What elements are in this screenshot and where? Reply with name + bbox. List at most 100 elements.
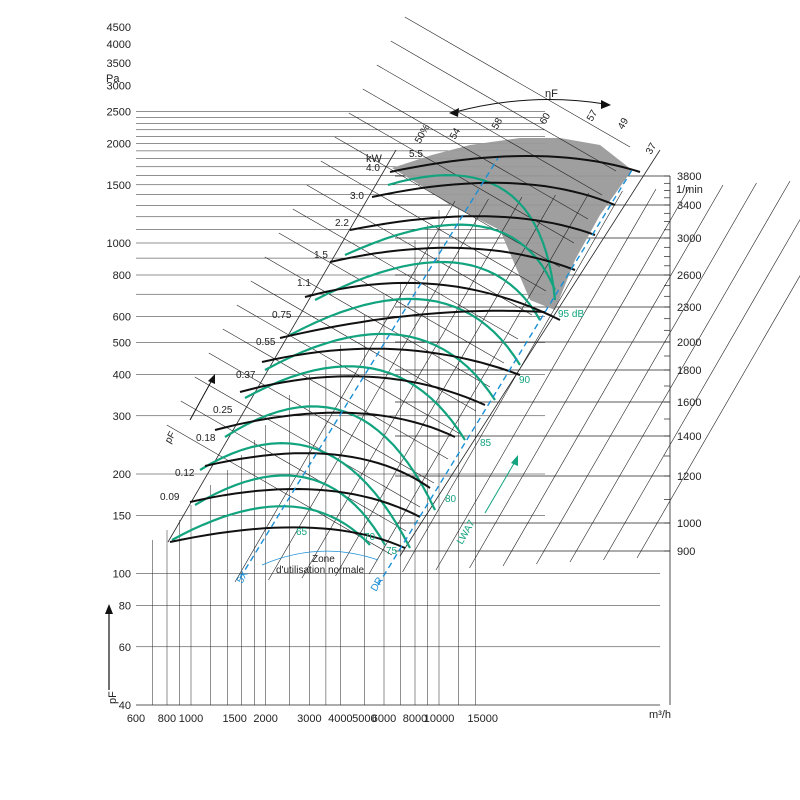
- y-tick-label: 2500: [107, 106, 131, 118]
- power-curve: [194, 474, 386, 546]
- power-unit-label: kW: [366, 153, 383, 165]
- power-curve: [224, 405, 436, 511]
- pressure-curve-3800: [389, 154, 641, 173]
- diagonal-gridline: [222, 328, 449, 460]
- sound-tick-label: 75: [386, 546, 398, 557]
- pressure-curve-2300: [304, 281, 561, 321]
- y-tick-label: 4500: [107, 22, 131, 34]
- diagonal-gridline: [208, 352, 435, 484]
- sound-tick-label: 90: [519, 375, 531, 386]
- speed-tick-label: 3800: [677, 171, 701, 183]
- sound-tick-label: 70: [364, 532, 376, 543]
- x-tick-label: 15000: [467, 713, 498, 725]
- y-tick-label: 800: [113, 270, 131, 282]
- sound-tick-label: 85: [480, 438, 492, 449]
- speed-unit-label: 1/min: [676, 184, 703, 196]
- zone-bracket: [261, 550, 379, 566]
- pressure-curve-900: [169, 526, 406, 549]
- diagonal-gridline: [536, 182, 757, 565]
- efficiency-tick-label: 58: [490, 116, 505, 132]
- efficiency-tick-label: 60: [538, 111, 553, 127]
- y-tick-label: 1000: [107, 238, 131, 250]
- left-boundary-line: [167, 149, 397, 543]
- y-tick-label: 400: [113, 370, 131, 382]
- efficiency-tick-label: 50%: [413, 123, 433, 146]
- diagonal-gridline: [292, 208, 519, 340]
- x-tick-label: 800: [158, 713, 176, 725]
- y-axis-symbol: pF: [107, 691, 119, 704]
- speed-tick-label: 2600: [677, 270, 701, 282]
- pressure-curve-3000: [349, 215, 596, 236]
- pressure-curve-1600: [239, 375, 486, 406]
- y-tick-label: 80: [119, 601, 131, 613]
- diagonal-gridline: [362, 88, 589, 220]
- power-curve: [171, 505, 371, 546]
- x-tick-label: 6000: [372, 713, 396, 725]
- power-tick-label: 2.2: [335, 218, 349, 229]
- power-tick-label: 0.18: [196, 433, 216, 444]
- power-curve: [264, 332, 496, 401]
- y-tick-label: 4000: [107, 39, 131, 51]
- y-tick-label: 60: [119, 642, 131, 654]
- power-tick-label: 4.0: [366, 163, 380, 174]
- limit-line-dr: [377, 169, 633, 586]
- power-curve: [289, 297, 521, 366]
- diagonal-gridline: [335, 194, 556, 577]
- y-tick-label: 600: [113, 311, 131, 323]
- x-tick-label: 5000: [352, 713, 376, 725]
- x-tick-label: 3000: [297, 713, 321, 725]
- speed-tick-label: 3000: [677, 233, 701, 245]
- speed-tick-label: 1000: [677, 518, 701, 530]
- y-tick-label: 300: [113, 411, 131, 423]
- y-tick-label: 500: [113, 337, 131, 349]
- diagonal-gridline: [264, 256, 491, 388]
- x-tick-label: 2000: [253, 713, 277, 725]
- y-tick-label: 100: [113, 568, 131, 580]
- right-boundary-line: [399, 149, 661, 557]
- speed-tick-label: 1800: [677, 365, 701, 377]
- x-tick-label: 10000: [424, 713, 455, 725]
- power-curve: [244, 365, 466, 441]
- pressure-curve-1400: [214, 411, 456, 438]
- y-tick-label: 3000: [107, 80, 131, 92]
- limit-label-5x: 5X: [235, 569, 251, 585]
- power-tick-label: 5.5: [409, 149, 423, 160]
- diagonal-gridline: [278, 232, 505, 364]
- power-tick-label: 0.12: [175, 468, 195, 479]
- power-tick-label: 0.09: [160, 492, 180, 503]
- horizontal-gridlines: 40 60 80 100 150 200 300 400 500 600 800 1000 1500 20…: [107, 22, 660, 712]
- diagonal-gridline: [469, 186, 690, 569]
- y-tick-label: 40: [119, 700, 131, 712]
- x-tick-label: 1500: [222, 713, 246, 725]
- pressure-curve-1800: [261, 347, 521, 376]
- y-tick-label: 150: [113, 510, 131, 522]
- x-tick-label: 8000: [403, 713, 427, 725]
- speed-tick-label: 2300: [677, 302, 701, 314]
- x-tick-label: 600: [127, 713, 145, 725]
- pressure-curve-1000: [189, 487, 421, 518]
- speed-tick-label: 1600: [677, 397, 701, 409]
- sound-tick-label: 80: [445, 494, 457, 505]
- power-tick-label: 1.1: [297, 278, 311, 289]
- efficiency-label: ηF: [545, 88, 558, 100]
- y-tick-label: 200: [113, 469, 131, 481]
- diagonal-pressure-arrow: [189, 374, 215, 421]
- y-tick-label: 1500: [107, 180, 131, 192]
- speed-tick-label: 1400: [677, 431, 701, 443]
- diagonal-gridline: [569, 180, 791, 563]
- power-tick-label: 3.0: [350, 191, 364, 202]
- efficiency-tick-label: 57: [585, 108, 600, 124]
- y-tick-label: 2000: [107, 138, 131, 150]
- speed-tick-label: 2000: [677, 337, 701, 349]
- y-tick-label: 3500: [107, 58, 131, 70]
- efficiency-tick-label: 37: [644, 141, 659, 157]
- efficiency-arrow: [449, 99, 611, 117]
- power-tick-label: 0.37: [236, 370, 256, 381]
- diagonal-gridline: [502, 184, 724, 567]
- diagonal-gridline: [636, 275, 800, 559]
- speed-tick-label: 3400: [677, 200, 701, 212]
- diagonal-pressure-label: pF: [163, 430, 178, 446]
- x-tick-label: 4000: [328, 713, 352, 725]
- y-unit-label: Pa: [106, 73, 120, 85]
